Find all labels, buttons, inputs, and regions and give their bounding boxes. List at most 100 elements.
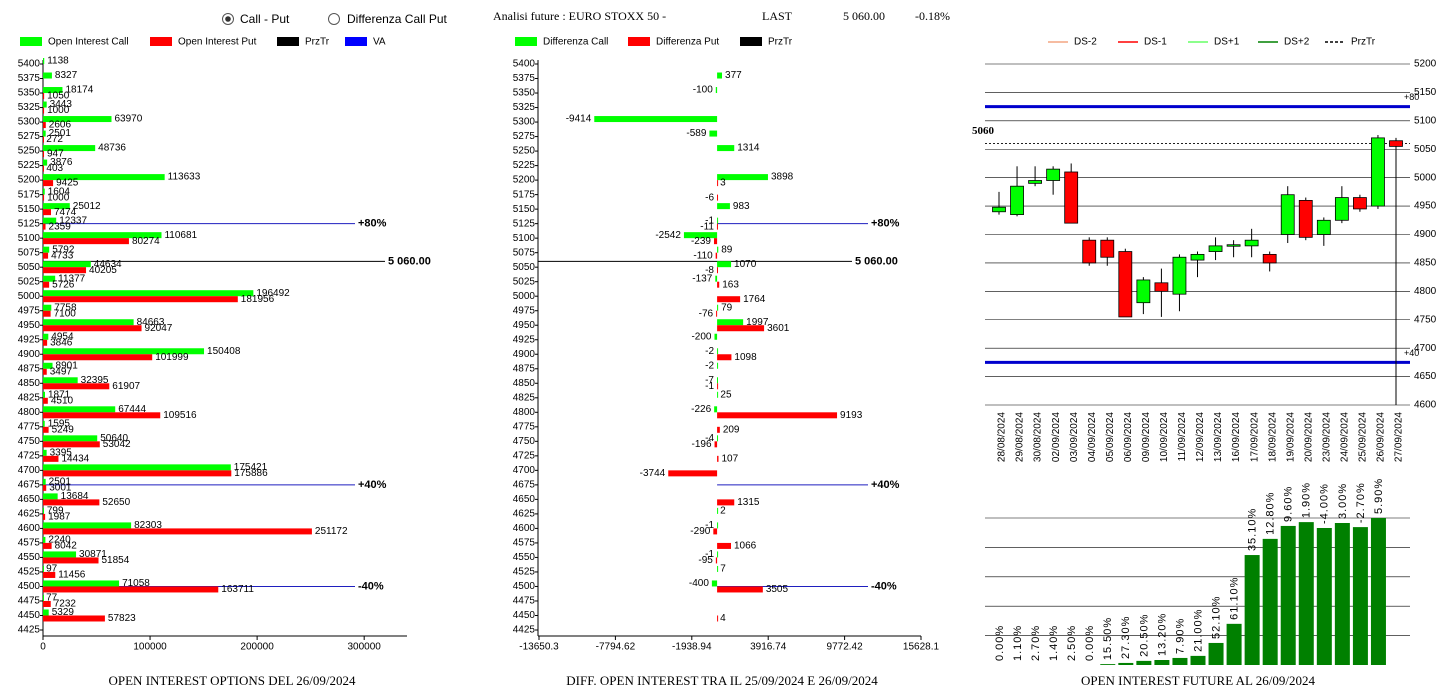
- value-label: -400: [689, 578, 709, 589]
- strike-label: 5300: [513, 117, 536, 128]
- value-label: 13684: [61, 491, 89, 502]
- legend-label: DS-1: [1144, 37, 1167, 48]
- value-label: 4954: [51, 331, 74, 342]
- level-label: +80%: [358, 218, 387, 230]
- change: -0.18%: [915, 9, 950, 23]
- x-tick-label: 100000: [133, 642, 167, 653]
- value-label: -137: [692, 273, 712, 284]
- value-label: 3505: [766, 584, 789, 595]
- candle-body: [1154, 282, 1169, 292]
- level-label: -40%: [358, 580, 384, 592]
- bar: [717, 281, 720, 288]
- strike-label: 4850: [513, 378, 536, 389]
- change-label: 5.90%: [1373, 478, 1385, 514]
- strike-label: 4550: [513, 552, 536, 563]
- date-label: 02/09/2024: [1051, 412, 1062, 462]
- bar: [43, 339, 48, 346]
- bar: [43, 209, 52, 216]
- date-label: 26/09/2024: [1376, 412, 1387, 462]
- strike-label: 5250: [18, 146, 41, 157]
- value-label: 403: [46, 163, 63, 174]
- radio-label[interactable]: Call - Put: [240, 12, 290, 26]
- bar: [668, 470, 718, 477]
- value-label: -7: [705, 375, 714, 386]
- strike-label: 4500: [513, 581, 536, 592]
- value-label: 1604: [48, 186, 71, 197]
- bar: [43, 362, 53, 369]
- bar: [43, 586, 219, 593]
- candle-body: [1136, 279, 1151, 304]
- value-label: -290: [690, 526, 710, 537]
- value-label: 53042: [103, 439, 131, 450]
- bar: [43, 275, 56, 282]
- bar: [717, 586, 763, 593]
- value-label: 1314: [737, 143, 760, 154]
- value-label: 3001: [49, 483, 72, 494]
- bar: [43, 188, 45, 195]
- bar: [717, 203, 730, 210]
- value-label: 983: [733, 201, 750, 212]
- value-label: 3601: [767, 323, 790, 334]
- last-label: 5060: [972, 125, 995, 137]
- bar: [1136, 660, 1152, 665]
- bar: [43, 551, 77, 558]
- strike-label: 4600: [18, 523, 41, 534]
- legend-swatch: [515, 37, 537, 46]
- value-label: 7: [720, 564, 726, 575]
- candle-body: [1334, 197, 1349, 221]
- bar: [717, 522, 719, 529]
- bar: [43, 397, 48, 404]
- value-label: -196: [692, 439, 712, 450]
- bar: [717, 319, 744, 326]
- radio-label[interactable]: Differenza Call Put: [347, 12, 447, 26]
- strike-label: 4775: [513, 421, 536, 432]
- strike-label: 5025: [513, 276, 536, 287]
- value-label: 113633: [168, 172, 201, 183]
- candle-body: [1208, 245, 1223, 252]
- date-label: 11/09/2024: [1177, 412, 1188, 462]
- candle-body: [1389, 140, 1403, 147]
- bar: [43, 174, 165, 181]
- date-label: 18/09/2024: [1267, 412, 1278, 462]
- bar: [1208, 642, 1224, 665]
- legend-swatch: [150, 37, 172, 46]
- level-label: +80: [1404, 92, 1419, 102]
- bar: [715, 275, 718, 282]
- date-label: 09/09/2024: [1141, 412, 1152, 462]
- strike-label: 4750: [18, 436, 41, 447]
- y-tick-label: 5150: [1414, 87, 1437, 98]
- change-label: 35.10%: [1247, 508, 1259, 551]
- value-label: 150408: [207, 346, 241, 357]
- value-label: 32395: [81, 375, 109, 386]
- bar: [716, 310, 718, 317]
- bar: [43, 513, 46, 520]
- bar: [43, 93, 45, 100]
- value-label: 2501: [49, 477, 72, 488]
- bar: [1244, 555, 1260, 665]
- value-label: 11377: [58, 273, 86, 284]
- bar: [1334, 522, 1350, 665]
- y-tick-label: 4850: [1414, 258, 1437, 269]
- value-label: -95: [698, 555, 713, 566]
- x-tick-label: -1938.94: [672, 642, 712, 653]
- y-tick-label: 4950: [1414, 201, 1437, 212]
- strike-label: 4425: [513, 625, 536, 636]
- level-label: +80%: [871, 218, 900, 230]
- bar: [717, 615, 719, 622]
- strike-label: 4925: [18, 334, 41, 345]
- chart-title: OPEN INTEREST FUTURE AL 26/09/2024: [1081, 673, 1316, 688]
- candle-body: [1353, 197, 1367, 210]
- value-label: -76: [699, 308, 714, 319]
- bar: [43, 478, 46, 485]
- chart-title: DIFF. OPEN INTEREST TRA IL 25/09/2024 E …: [566, 673, 878, 688]
- strike-label: 4700: [513, 465, 536, 476]
- bar: [43, 261, 91, 268]
- bar: [43, 435, 98, 442]
- radio[interactable]: [328, 13, 340, 25]
- strike-label: 5000: [513, 291, 536, 302]
- strike-label: 4575: [513, 538, 536, 549]
- bar: [717, 174, 768, 181]
- y-tick-label: 4800: [1414, 286, 1437, 297]
- candle-body: [1028, 180, 1042, 184]
- value-label: -1: [705, 520, 714, 531]
